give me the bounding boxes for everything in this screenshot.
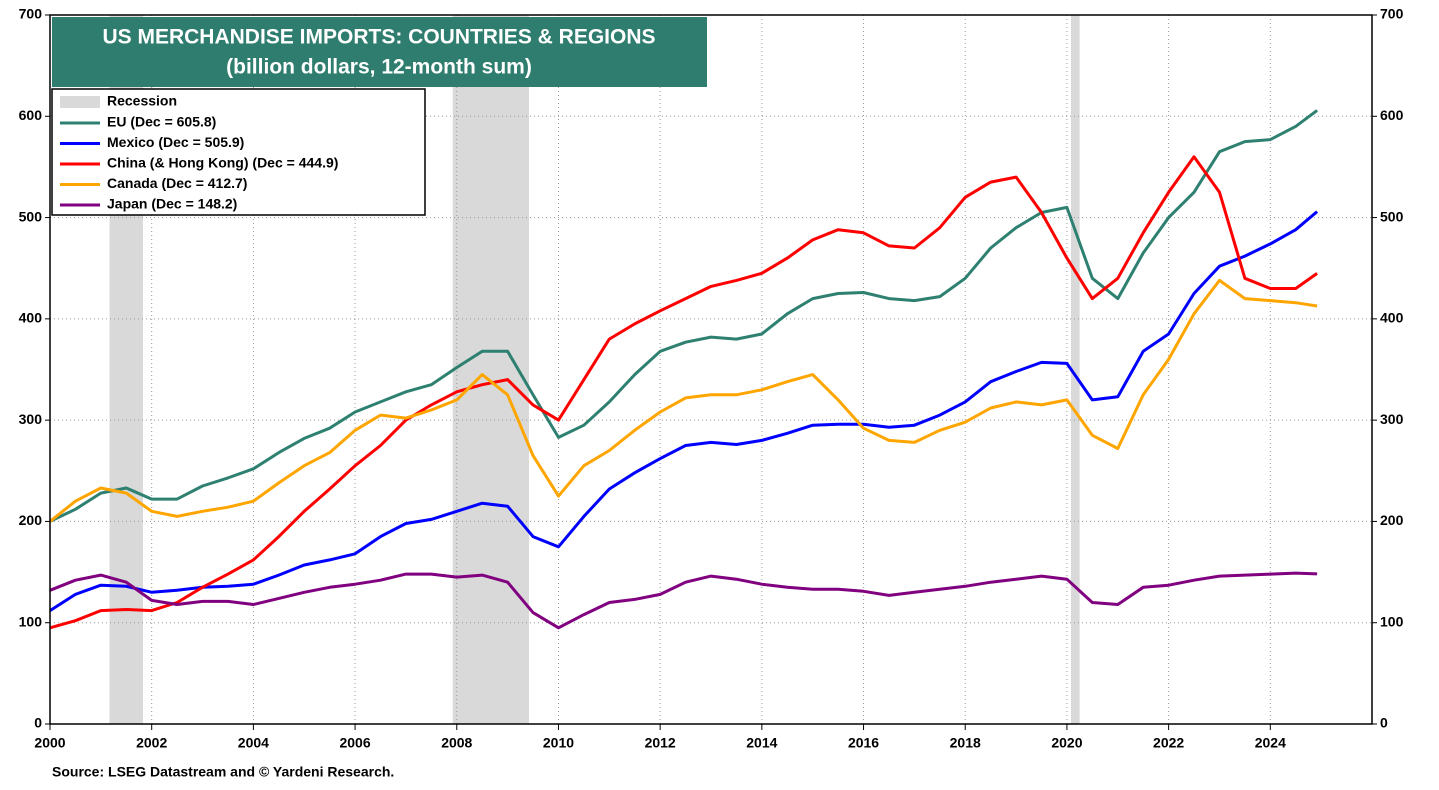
y2-tick-label: 700	[1380, 6, 1404, 22]
x-tick-label: 2010	[543, 735, 574, 751]
series-line	[49, 109, 1318, 523]
x-tick-label: 2022	[1153, 735, 1184, 751]
y-tick-label: 200	[19, 512, 43, 528]
legend-label: Recession	[107, 93, 177, 109]
x-tick-label: 2002	[136, 735, 167, 751]
title-box	[52, 17, 707, 87]
x-tick-label: 2024	[1255, 735, 1286, 751]
recession-band	[1070, 15, 1080, 724]
series-line	[49, 155, 1318, 630]
x-tick-label: 2012	[645, 735, 676, 751]
legend-label: EU (Dec = 605.8)	[107, 114, 216, 130]
legend: Recession EU (Dec = 605.8) Mexico (Dec = 5…	[60, 93, 338, 212]
y-tick-label: 0	[34, 715, 42, 731]
legend-box	[51, 88, 426, 216]
x-tick-label: 2004	[238, 735, 269, 751]
y-tick-label: 600	[19, 107, 43, 123]
legend-label: Japan (Dec = 148.2)	[107, 196, 237, 212]
legend-label: Mexico (Dec = 505.9)	[107, 134, 244, 150]
series-line	[49, 278, 1318, 523]
y-tick-label: 100	[19, 613, 43, 629]
legend-label: Canada (Dec = 412.7)	[107, 175, 247, 191]
y-tick-label: 400	[19, 310, 43, 326]
y2-tick-label: 600	[1380, 107, 1404, 123]
x-tick-label: 2008	[441, 735, 472, 751]
x-tick-label: 2006	[339, 735, 370, 751]
x-tick-label: 2014	[746, 735, 777, 751]
series-line	[49, 210, 1319, 612]
recession-band	[452, 15, 529, 724]
source-note: Source: LSEG Datastream and © Yardeni Re…	[52, 764, 394, 780]
y2-tick-label: 300	[1380, 411, 1404, 427]
y2-tick-label: 0	[1380, 715, 1388, 731]
chart-subtitle: (billion dollars, 12-month sum)	[226, 56, 532, 79]
y-tick-label: 700	[19, 6, 43, 22]
x-tick-label: 2000	[34, 735, 65, 751]
series-line	[49, 571, 1318, 630]
plot-frame	[49, 14, 1373, 725]
x-tick-label: 2018	[950, 735, 981, 751]
x-tick-label: 2016	[848, 735, 879, 751]
y2-tick-label: 200	[1380, 512, 1404, 528]
legend-swatch	[60, 96, 100, 108]
y2-tick-label: 500	[1380, 208, 1404, 224]
y2-tick-label: 100	[1380, 613, 1404, 629]
x-tick-label: 2020	[1051, 735, 1082, 751]
y-tick-label: 500	[19, 208, 43, 224]
y-tick-label: 300	[19, 411, 43, 427]
y2-tick-label: 400	[1380, 310, 1404, 326]
line-layer	[49, 109, 1319, 630]
legend-label: China (& Hong Kong) (Dec = 444.9)	[107, 155, 338, 171]
chart-title: US MERCHANDISE IMPORTS: COUNTRIES & REGI…	[102, 26, 655, 49]
